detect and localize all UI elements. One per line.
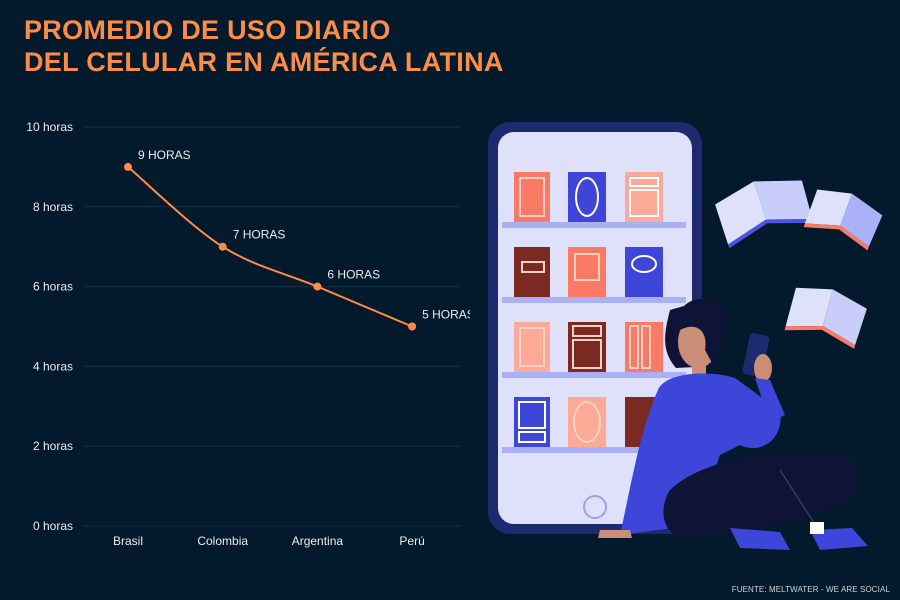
data-label: 9 HORAS bbox=[138, 148, 191, 162]
data-point bbox=[218, 242, 227, 251]
y-tick-label: 8 horas bbox=[33, 200, 73, 214]
open-book-icon bbox=[715, 180, 814, 249]
data-label: 6 HORAS bbox=[327, 268, 380, 282]
y-tick-label: 2 horas bbox=[33, 439, 73, 453]
series-line bbox=[127, 166, 413, 328]
y-tick-label: 10 horas bbox=[26, 120, 73, 134]
x-tick-label: Brasil bbox=[113, 534, 143, 548]
x-tick-label: Perú bbox=[399, 534, 424, 548]
data-label: 7 HORAS bbox=[233, 228, 286, 242]
phone-bookshelf-illustration bbox=[488, 122, 883, 550]
x-tick-label: Argentina bbox=[292, 534, 344, 548]
home-button-icon bbox=[583, 495, 607, 519]
open-book-icon bbox=[803, 189, 883, 251]
y-tick-label: 4 horas bbox=[33, 359, 73, 373]
data-label: 5 HORAS bbox=[422, 308, 470, 322]
data-point bbox=[313, 282, 322, 291]
data-point bbox=[124, 162, 132, 171]
x-tick-label: Colombia bbox=[197, 534, 248, 548]
y-tick-label: 0 horas bbox=[33, 519, 73, 533]
data-point bbox=[408, 322, 417, 331]
line-chart: 0 horas 2 horas 4 horas 6 horas 8 horas 10 ho… bbox=[26, 120, 470, 548]
title-line-2: DEL CELULAR EN AMÉRICA LATINA bbox=[24, 47, 504, 77]
title-line-1: PROMEDIO DE USO DIARIO bbox=[24, 15, 391, 45]
chart-title: PROMEDIO DE USO DIARIO DEL CELULAR EN AM… bbox=[24, 14, 504, 78]
open-book-icon bbox=[784, 287, 867, 349]
bookshelf bbox=[502, 172, 686, 453]
source-note: FUENTE: MELTWATER - WE ARE SOCIAL bbox=[731, 585, 890, 594]
woman-reading-figure bbox=[598, 298, 868, 550]
y-tick-label: 6 horas bbox=[33, 280, 73, 294]
